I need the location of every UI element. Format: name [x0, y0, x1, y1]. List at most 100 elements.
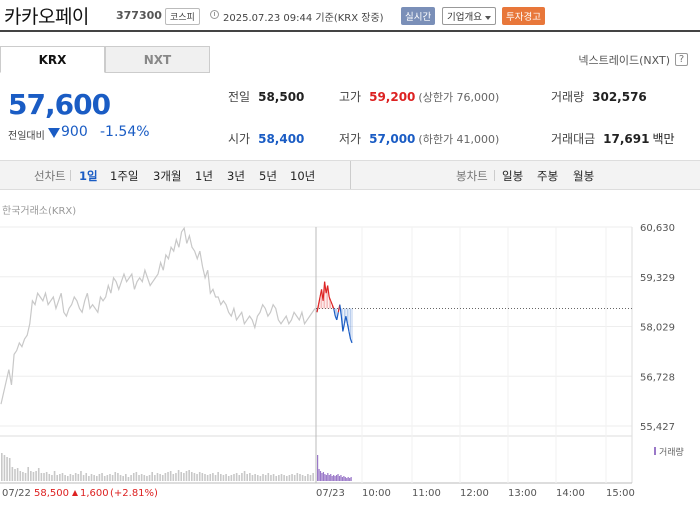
- period-5y[interactable]: 5년: [259, 169, 277, 183]
- stat-high-label: 고가: [339, 90, 362, 104]
- volume-bar: [132, 473, 135, 481]
- volume-bar: [93, 475, 95, 481]
- volume-bar: [343, 476, 345, 481]
- volume-bar: [146, 476, 148, 481]
- volume-bar: [140, 474, 143, 481]
- volume-bar: [122, 476, 124, 481]
- tab-krx[interactable]: KRX: [0, 46, 105, 73]
- volume-bar: [346, 478, 348, 481]
- volume-bar: [196, 474, 198, 481]
- volume-bar: [53, 471, 56, 481]
- chart-vertical-grid: [315, 227, 607, 483]
- period-3m[interactable]: 3개월: [153, 169, 182, 183]
- stat-open-value: 58,400: [258, 132, 305, 146]
- volume-bar: [301, 475, 304, 481]
- volume-bar: [335, 475, 338, 481]
- help-icon[interactable]: ?: [675, 53, 688, 66]
- today-segment: [336, 312, 339, 321]
- volume-bar: [238, 475, 241, 481]
- volume-bar: [299, 474, 301, 481]
- volume-bar: [212, 473, 214, 481]
- volume-bar: [119, 475, 122, 481]
- volume-bar: [185, 471, 188, 481]
- volume-bar: [1, 453, 3, 481]
- volume-bar: [249, 473, 251, 481]
- volume-bar: [88, 476, 90, 481]
- today-segment: [342, 323, 345, 332]
- x-tick-label: 14:00: [556, 488, 585, 499]
- volume-bar: [72, 475, 74, 481]
- stat-amount-label: 거래대금: [551, 132, 596, 146]
- volume-bar: [350, 477, 352, 481]
- exchange-label: 한국거래소(KRX): [2, 206, 77, 217]
- volume-bar: [322, 472, 325, 481]
- volume-bar: [130, 475, 132, 481]
- period-1y[interactable]: 1년: [195, 169, 213, 183]
- volume-bar: [16, 468, 19, 481]
- volume-bar: [172, 474, 175, 481]
- volume-bar: [235, 473, 238, 481]
- volume-bar: [77, 474, 80, 481]
- volume-bar: [296, 473, 299, 481]
- volume-bar: [51, 475, 53, 481]
- company-info-dropdown[interactable]: 기업개요: [442, 7, 496, 25]
- volume-bar: [254, 474, 256, 481]
- today-segment: [349, 338, 353, 344]
- stat-low-value: 57,000: [369, 132, 416, 146]
- volume-bar: [334, 476, 336, 481]
- volume-bar: [80, 471, 82, 481]
- x-tick-label: 12:00: [460, 488, 489, 499]
- header: 카카오페이 377300 코스피 2025.07.23 09:44 기준(KRX…: [0, 0, 700, 32]
- y-tick-label: 60,630: [640, 223, 675, 234]
- stat-amount-value: 17,691: [603, 132, 650, 146]
- volume-bar: [278, 475, 280, 481]
- volume-bar: [349, 478, 351, 481]
- x-tick-label: 15:00: [606, 488, 635, 499]
- today-series: [316, 281, 353, 344]
- stat-prev-value: 58,500: [258, 90, 305, 104]
- volume-bar: [206, 475, 209, 481]
- today-segment: [316, 304, 320, 313]
- volume-bar: [6, 457, 8, 481]
- stat-amount: 거래대금 17,691 백만: [551, 130, 675, 147]
- current-price: 57,600: [8, 88, 111, 121]
- realtime-button[interactable]: 실시간: [401, 7, 436, 25]
- line-chart-label: 선차트: [34, 169, 66, 183]
- x-tick-label: 11:00: [412, 488, 441, 499]
- stat-amount-unit: 백만: [652, 132, 675, 146]
- volume-bar: [143, 475, 146, 481]
- volume-bar: [190, 472, 193, 481]
- period-monthly[interactable]: 월봉: [573, 169, 595, 183]
- volume-bar: [319, 471, 322, 481]
- nextrade-link[interactable]: 넥스트레이드(NXT): [578, 54, 670, 67]
- y-tick-label: 56,728: [640, 372, 675, 383]
- period-1d[interactable]: 1일: [79, 169, 98, 183]
- volume-bar: [19, 471, 22, 481]
- volume-bar: [64, 475, 66, 481]
- tab-nxt[interactable]: NXT: [105, 46, 210, 73]
- y-tick-label: 59,329: [640, 273, 675, 284]
- volume-bar: [159, 474, 161, 481]
- stat-volume-label: 거래량: [551, 90, 585, 104]
- warning-badge: 투자경고: [502, 7, 545, 25]
- volume-bars: [1, 453, 352, 481]
- period-1w[interactable]: 1주일: [110, 169, 139, 183]
- volume-bar: [317, 455, 319, 481]
- volume-bar: [183, 473, 185, 481]
- y-tick-label: 58,029: [640, 323, 675, 334]
- volume-bar: [225, 474, 227, 481]
- volume-bar: [321, 473, 323, 481]
- volume-bar: [11, 467, 14, 481]
- period-daily[interactable]: 일봉: [502, 169, 524, 183]
- volume-bar: [127, 477, 130, 481]
- volume-bar: [270, 475, 272, 481]
- volume-bar: [333, 475, 335, 481]
- clock-icon: [210, 10, 219, 19]
- period-weekly[interactable]: 주봉: [537, 169, 559, 183]
- period-3y[interactable]: 3년: [227, 169, 245, 183]
- volume-bar: [230, 475, 233, 481]
- datetime: 2025.07.23 09:44 기준(KRX 장중): [223, 13, 384, 24]
- volume-bar: [338, 476, 341, 481]
- today-segment: [348, 331, 352, 340]
- period-10y[interactable]: 10년: [290, 169, 316, 183]
